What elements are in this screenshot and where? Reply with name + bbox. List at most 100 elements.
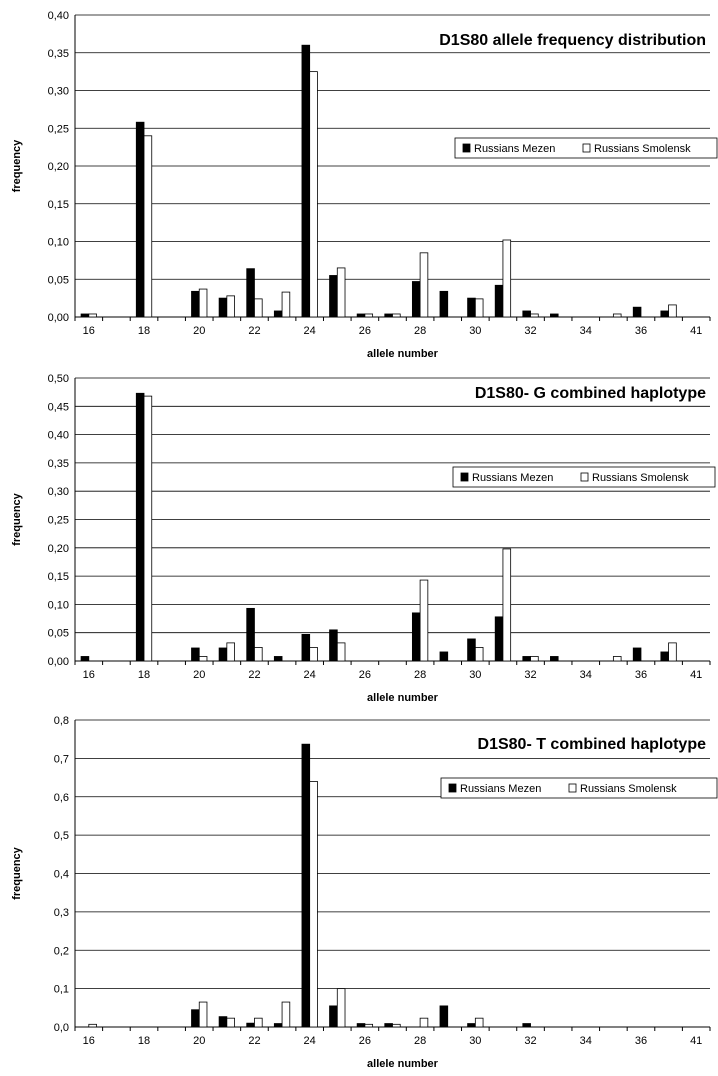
y-tick-label: 0,5	[54, 830, 69, 842]
legend-swatch	[580, 472, 589, 482]
y-tick-label: 0,15	[48, 571, 69, 583]
x-tick-label: 24	[304, 669, 316, 681]
chart-panel-2: 0,00 0,05 0,10 0,15 0,20 0,25 0,30 0,35 0,40 0,45…	[11, 373, 716, 704]
x-tick-label: 32	[524, 325, 536, 337]
x-tick-label: 30	[469, 325, 481, 337]
x-tick-label: 24	[304, 325, 316, 337]
bar	[281, 1001, 291, 1028]
x-tick-label: 22	[248, 1035, 260, 1047]
bar	[309, 647, 318, 662]
bar	[329, 629, 338, 662]
y-tick-label: 0,6	[54, 792, 69, 804]
y-tick-label: 0,15	[48, 199, 69, 211]
x-tick-label: 41	[690, 325, 702, 337]
bar	[612, 313, 622, 318]
bar	[246, 607, 255, 662]
x-tick-label: 16	[83, 1035, 95, 1047]
bar	[273, 310, 283, 318]
x-tick-label: 24	[304, 1035, 316, 1047]
y-tick-label: 0,2	[54, 945, 69, 957]
legend-label: Russians Mezen	[474, 143, 555, 155]
y-axis-title: frequency	[11, 139, 23, 192]
y-tick-label: 0,35	[48, 458, 69, 470]
y-tick-label: 0,20	[48, 543, 69, 555]
legend-label: Russians Smolensk	[592, 472, 689, 484]
bar	[411, 281, 421, 318]
bar	[273, 1023, 283, 1028]
bar	[502, 548, 512, 662]
legend: Russians Mezen Russians Smolensk	[454, 137, 718, 159]
y-tick-label: 0,00	[48, 312, 69, 324]
bar	[273, 656, 283, 662]
bar	[439, 651, 449, 662]
bar	[364, 1023, 374, 1028]
bar	[467, 1023, 476, 1028]
bar	[474, 298, 484, 318]
bar	[309, 71, 318, 318]
y-tick-label: 0,30	[48, 86, 69, 98]
bar	[474, 1017, 484, 1028]
chart-panel-1: 0,00 0,05 0,10 0,15 0,20 0,25 0,30 0,35 0,40 16 18…	[11, 10, 718, 360]
y-tick-label: 0,40	[48, 430, 69, 442]
bar	[135, 121, 145, 318]
bar	[522, 1023, 531, 1028]
x-tick-label: 41	[690, 669, 702, 681]
bar	[439, 290, 449, 318]
bar	[494, 284, 504, 318]
bar	[246, 268, 255, 318]
x-tick-label: 22	[248, 669, 260, 681]
bar	[143, 135, 153, 318]
x-axis-title: allele number	[367, 692, 439, 704]
bar	[632, 306, 642, 318]
bar	[356, 313, 366, 318]
x-tick-label: 36	[635, 1035, 647, 1047]
bar	[135, 392, 145, 662]
y-tick-label: 0,0	[54, 1022, 69, 1034]
y-tick-label: 0,10	[48, 599, 69, 611]
x-axis-title: allele number	[367, 1058, 439, 1070]
bar	[143, 395, 153, 662]
x-tick-label: 36	[635, 325, 647, 337]
bar	[612, 656, 622, 662]
bar	[301, 743, 311, 1028]
bar	[218, 647, 228, 662]
x-tick-label: 26	[359, 669, 371, 681]
bar	[660, 310, 669, 318]
y-tick-label: 0,7	[54, 753, 69, 765]
y-tick-label: 0,25	[48, 123, 69, 135]
x-tick-label: 28	[414, 1035, 426, 1047]
bar	[668, 642, 677, 662]
y-tick-label: 0,4	[54, 869, 69, 881]
x-tick-label: 30	[469, 1035, 481, 1047]
x-tick-label: 18	[138, 325, 150, 337]
bar	[522, 310, 531, 318]
y-tick-label: 0,30	[48, 486, 69, 498]
bar	[550, 313, 559, 318]
bar	[439, 1005, 449, 1028]
bar	[494, 616, 504, 662]
x-tick-label: 32	[524, 669, 536, 681]
bar	[218, 297, 228, 318]
bar	[191, 647, 200, 662]
bar	[80, 656, 90, 662]
legend-label: Russians Mezen	[460, 783, 541, 795]
bar	[668, 304, 677, 318]
bar	[660, 651, 669, 662]
y-tick-label: 0,40	[48, 10, 69, 22]
bar	[364, 313, 374, 318]
x-tick-label: 34	[580, 1035, 592, 1047]
bar	[419, 252, 429, 318]
bar	[88, 1023, 97, 1028]
bar	[281, 291, 291, 318]
bar	[502, 239, 512, 318]
x-tick-label: 20	[193, 1035, 205, 1047]
x-tick-label: 20	[193, 325, 205, 337]
bar	[467, 297, 476, 318]
bar	[336, 642, 346, 662]
bar	[80, 313, 90, 318]
bar	[246, 1022, 255, 1028]
bar	[191, 290, 200, 318]
legend-label: Russians Mezen	[472, 472, 553, 484]
x-tick-label: 32	[524, 1035, 536, 1047]
